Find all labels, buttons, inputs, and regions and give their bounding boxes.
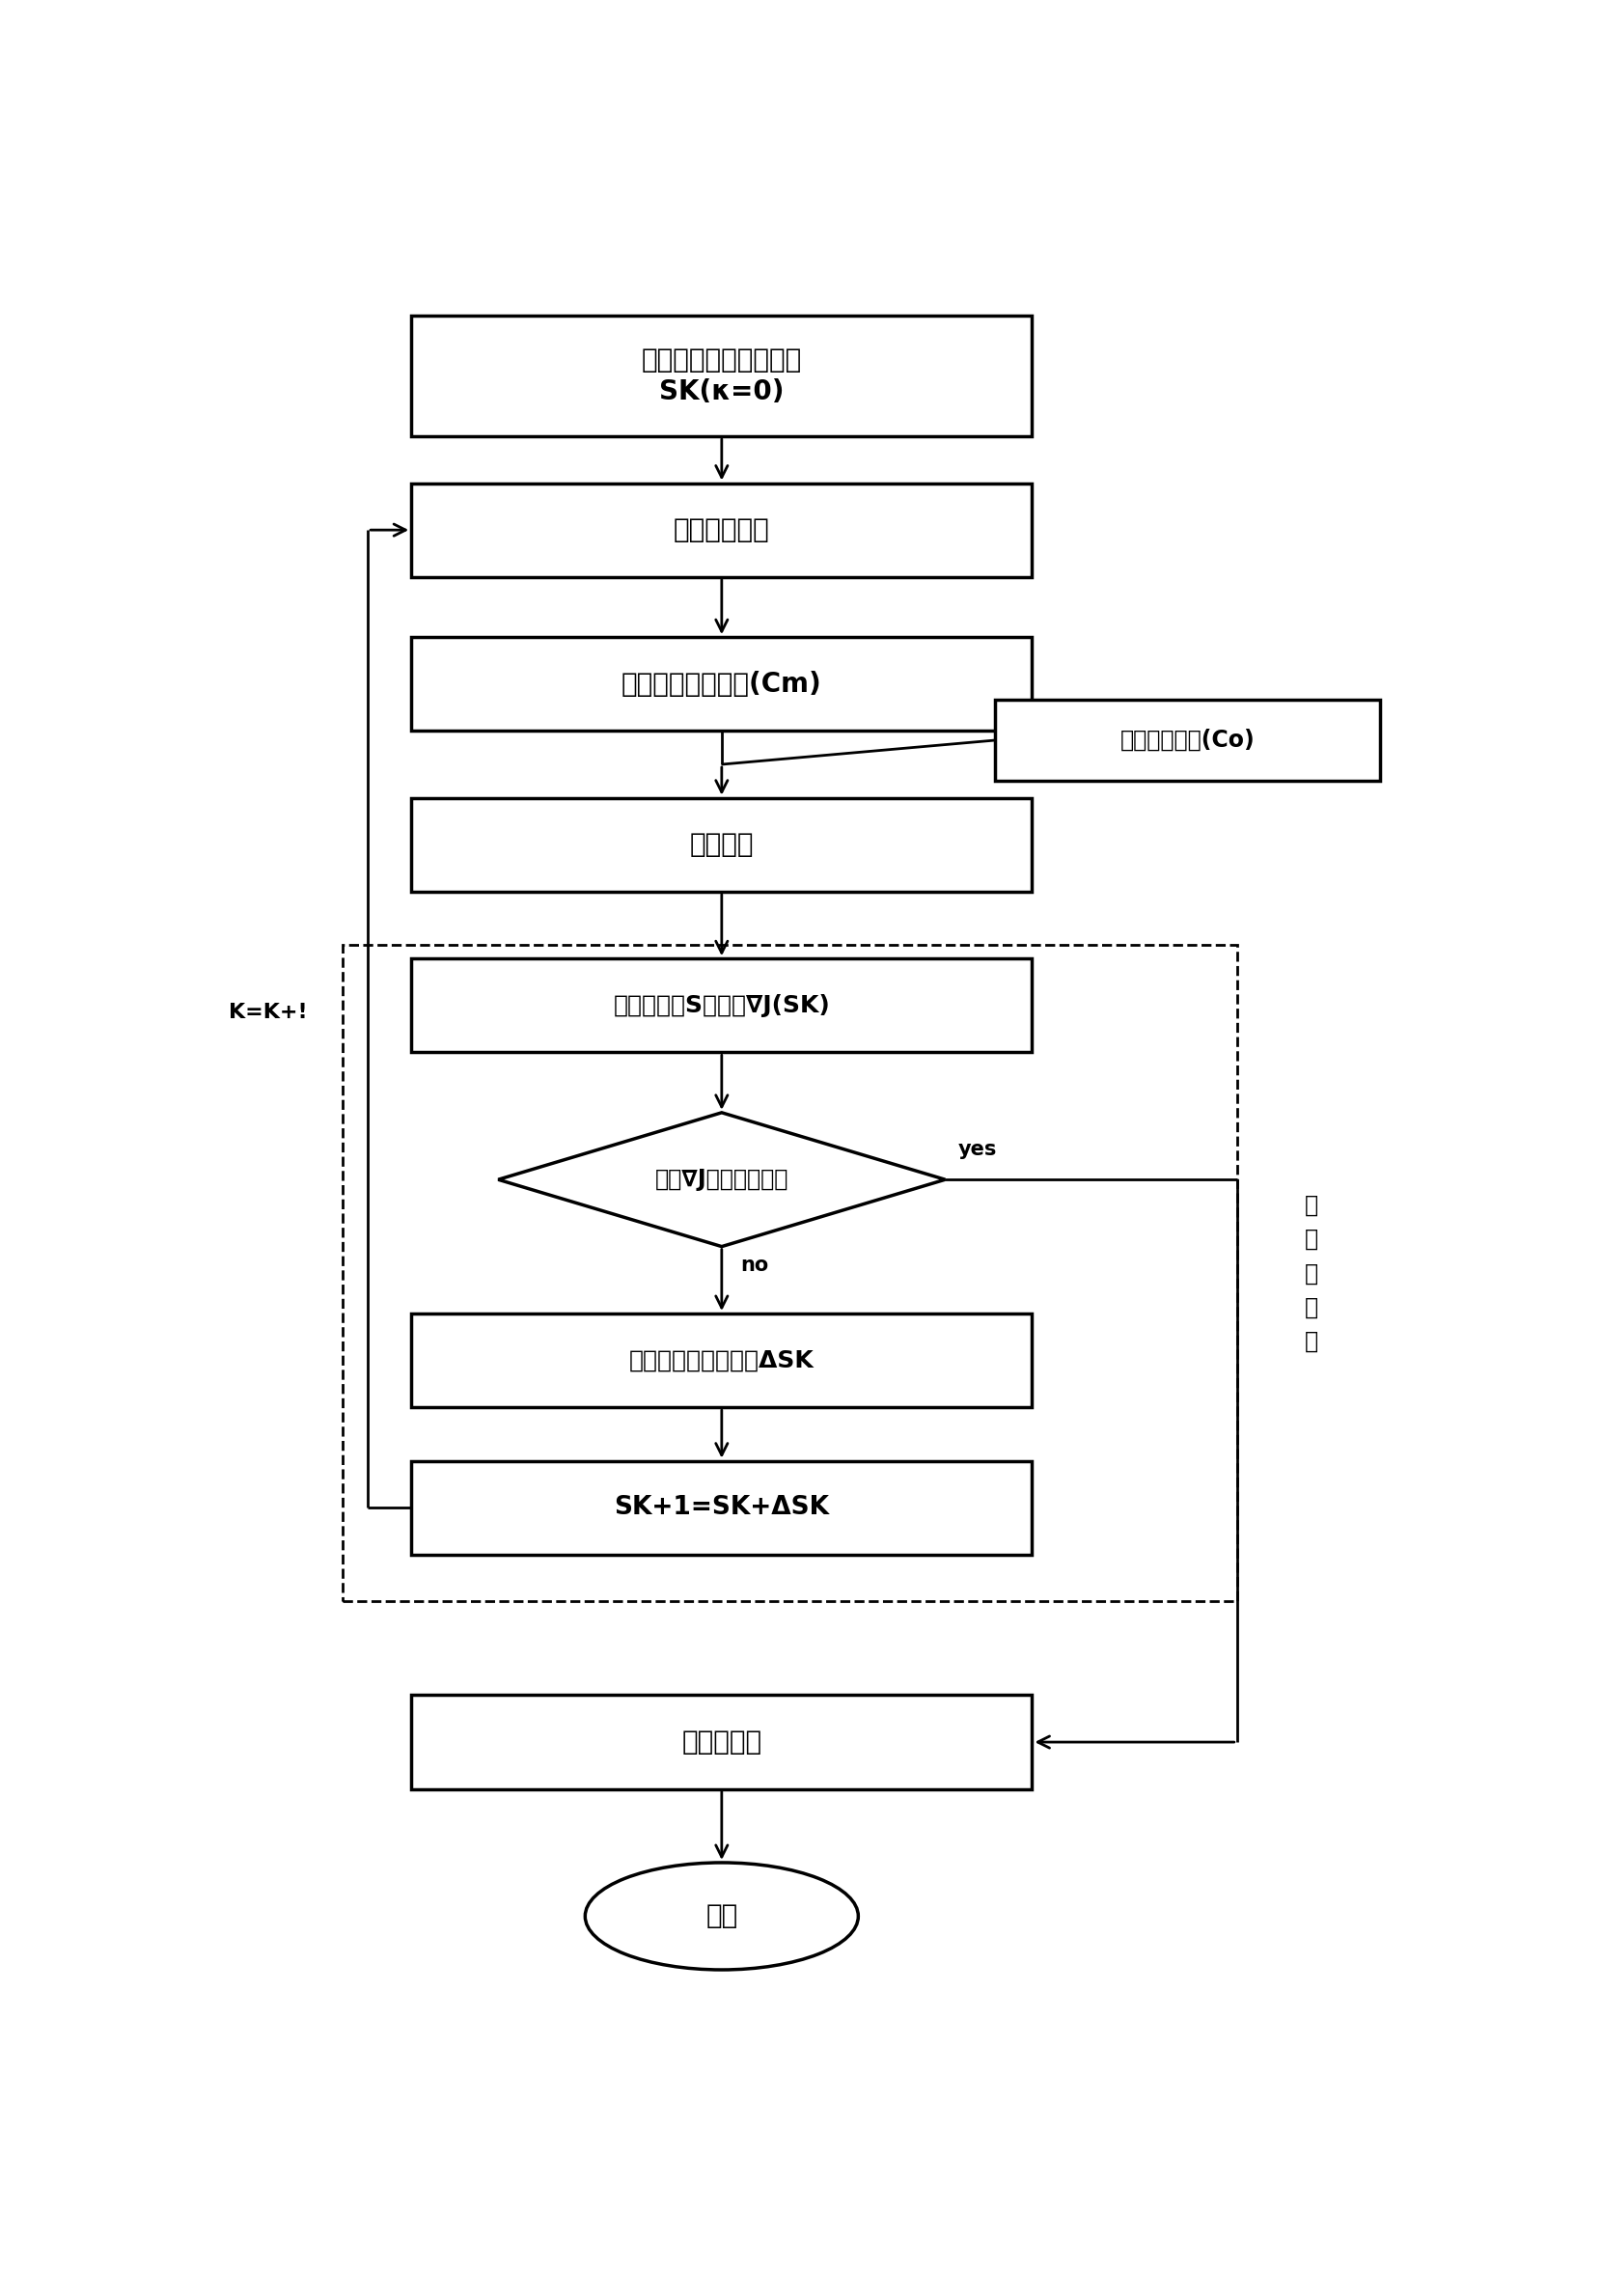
Ellipse shape: [585, 1862, 859, 1970]
Bar: [412, 960, 1032, 1052]
Text: K=K+!: K=K+!: [229, 1003, 308, 1022]
Bar: [412, 1460, 1032, 1554]
Text: 检验∇J是否达到极小: 检验∇J是否达到极小: [655, 1169, 788, 1192]
Text: 海上观测浓度(Co): 海上观测浓度(Co): [1120, 728, 1254, 751]
Text: no: no: [740, 1256, 769, 1274]
Bar: [412, 1313, 1032, 1407]
Text: 模拟的观测点浓度(Cm): 模拟的观测点浓度(Cm): [622, 670, 822, 698]
Text: 结束: 结束: [705, 1903, 739, 1929]
Text: 伴随模式: 伴随模式: [689, 831, 755, 859]
Text: 进行搜索，确定增量ΔSK: 进行搜索，确定增量ΔSK: [630, 1348, 814, 1373]
Bar: [412, 636, 1032, 730]
Text: 陆源排污量: 陆源排污量: [681, 1729, 763, 1756]
Polygon shape: [498, 1114, 945, 1247]
Bar: [412, 799, 1032, 891]
Text: yes: yes: [958, 1141, 996, 1159]
Bar: [412, 317, 1032, 436]
Text: 陆源排污量初始估计值
SK(κ=0): 陆源排污量初始估计值 SK(κ=0): [641, 347, 803, 404]
Bar: [412, 1694, 1032, 1789]
Text: 准
牛
顿
算
法: 准 牛 顿 算 法: [1304, 1194, 1318, 1352]
Bar: [412, 482, 1032, 576]
Text: 目标函数对S的梯度∇J(SK): 目标函数对S的梯度∇J(SK): [614, 994, 830, 1017]
Text: SK+1=SK+ΔSK: SK+1=SK+ΔSK: [614, 1495, 830, 1520]
Bar: [343, 946, 1237, 1603]
Text: 原始数值模式: 原始数值模式: [673, 517, 771, 544]
Bar: [995, 700, 1379, 781]
